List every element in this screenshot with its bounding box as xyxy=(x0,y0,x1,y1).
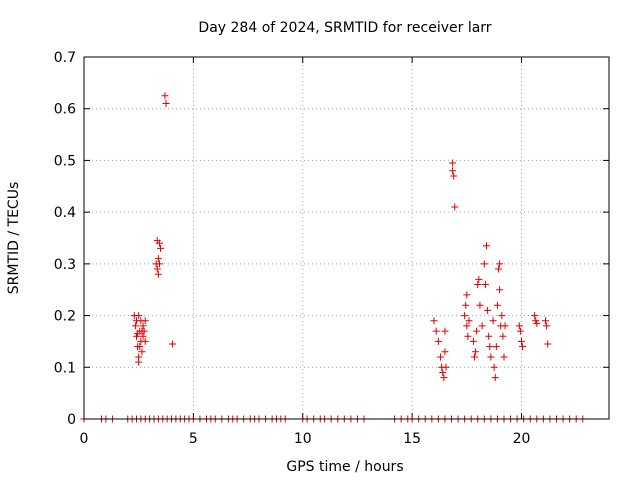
data-point xyxy=(141,337,149,345)
y-tick-label: 0 xyxy=(67,412,76,428)
data-point xyxy=(462,301,470,309)
data-point xyxy=(439,368,447,376)
data-point xyxy=(491,374,499,382)
data-point xyxy=(492,343,500,351)
data-point xyxy=(490,363,498,371)
data-point xyxy=(473,327,481,335)
data-point xyxy=(489,317,497,325)
data-point xyxy=(544,340,552,348)
data-point xyxy=(169,340,177,348)
y-tick-label: 0.5 xyxy=(54,153,76,169)
data-point xyxy=(495,265,503,273)
data-point xyxy=(157,244,165,252)
data-point xyxy=(499,332,507,340)
x-tick-label: 15 xyxy=(403,431,421,447)
data-point xyxy=(131,322,139,330)
data-point xyxy=(440,374,448,382)
data-point xyxy=(486,343,494,351)
data-point xyxy=(498,312,506,320)
data-point xyxy=(153,237,161,245)
data-point xyxy=(484,306,492,314)
x-tick-label: 10 xyxy=(294,431,312,447)
data-point xyxy=(442,363,450,371)
y-tick-label: 0.3 xyxy=(54,257,76,273)
x-tick-label: 0 xyxy=(80,431,89,447)
data-point xyxy=(136,343,144,351)
data-point xyxy=(141,317,149,325)
data-point xyxy=(485,332,493,340)
data-point xyxy=(543,322,551,330)
x-tick-label: 20 xyxy=(513,431,531,447)
data-point xyxy=(138,327,146,335)
data-point xyxy=(481,281,489,289)
data-point xyxy=(430,317,438,325)
data-point xyxy=(161,92,169,100)
data-point xyxy=(451,203,459,211)
data-point xyxy=(450,172,458,180)
data-point xyxy=(531,312,539,320)
data-point xyxy=(475,275,483,283)
data-point xyxy=(153,265,161,273)
data-point xyxy=(134,330,142,338)
data-point xyxy=(441,348,449,356)
y-tick-label: 0.6 xyxy=(54,102,76,118)
data-point xyxy=(496,260,504,268)
data-point xyxy=(461,312,469,320)
data-point-layer xyxy=(80,92,587,423)
chart-title: Day 284 of 2024, SRMTID for receiver lar… xyxy=(198,20,491,36)
data-point xyxy=(463,322,471,330)
data-point xyxy=(500,353,508,361)
data-point xyxy=(464,332,472,340)
data-point xyxy=(515,322,523,330)
data-point xyxy=(463,291,471,299)
data-point xyxy=(469,337,477,345)
data-point xyxy=(135,312,143,320)
data-point xyxy=(139,332,147,340)
data-point xyxy=(542,317,550,325)
data-point xyxy=(441,327,449,335)
data-point xyxy=(493,301,501,309)
data-point xyxy=(465,317,473,325)
y-tick-label: 0.2 xyxy=(54,309,76,325)
data-point xyxy=(533,319,541,327)
data-point xyxy=(483,242,490,250)
data-point xyxy=(474,281,482,289)
data-point xyxy=(139,322,147,330)
tick-layer: 0 5 10 15 20 0 0.1 0.2 0.3 0.4 0.5 0.6 0.7 xyxy=(54,50,609,447)
data-point xyxy=(496,286,504,294)
data-point xyxy=(480,260,488,268)
data-point xyxy=(449,167,457,175)
x-tick-label: 5 xyxy=(189,431,198,447)
data-point xyxy=(154,270,162,278)
data-point xyxy=(516,327,524,335)
data-point xyxy=(449,159,457,167)
x-axis-label: GPS time / hours xyxy=(286,459,403,475)
data-point xyxy=(133,317,140,325)
y-tick-label: 0.7 xyxy=(54,50,76,66)
data-point xyxy=(501,322,509,330)
data-point xyxy=(154,255,162,263)
data-point xyxy=(162,100,170,108)
data-point xyxy=(478,322,486,330)
y-tick-label: 0.1 xyxy=(54,360,76,376)
grid-layer xyxy=(84,57,609,419)
data-point xyxy=(135,358,143,366)
data-point xyxy=(518,337,525,345)
data-point xyxy=(472,348,480,356)
data-point xyxy=(155,260,163,268)
data-point xyxy=(432,327,440,335)
data-point xyxy=(487,353,495,361)
data-point xyxy=(519,343,527,351)
data-point xyxy=(437,353,445,361)
plot-frame xyxy=(83,56,610,420)
y-axis-label: SRMTID / TECUs xyxy=(6,182,22,295)
data-point xyxy=(476,301,484,309)
data-point xyxy=(138,348,146,356)
data-point xyxy=(470,353,478,361)
data-point xyxy=(434,337,442,345)
y-tick-label: 0.4 xyxy=(54,205,76,221)
